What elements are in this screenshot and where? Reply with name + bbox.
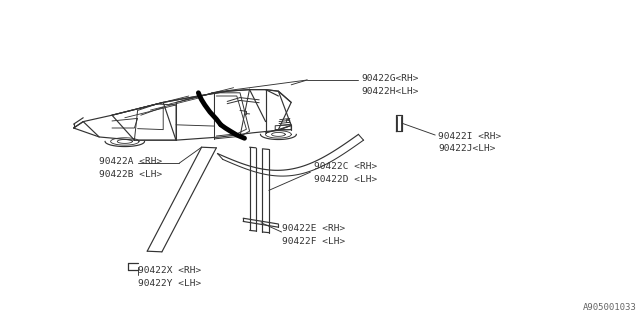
Text: 90422I <RH>
90422J<LH>: 90422I <RH> 90422J<LH> <box>438 132 502 153</box>
Text: 90422X <RH>
90422Y <LH>: 90422X <RH> 90422Y <LH> <box>138 266 201 288</box>
Text: 90422A <RH>
90422B <LH>: 90422A <RH> 90422B <LH> <box>99 157 163 179</box>
Text: A905001033: A905001033 <box>583 303 637 312</box>
Text: 90422C <RH>
90422D <LH>: 90422C <RH> 90422D <LH> <box>314 162 377 184</box>
Text: 90422G<RH>
90422H<LH>: 90422G<RH> 90422H<LH> <box>362 74 419 96</box>
Text: 90422E <RH>
90422F <LH>: 90422E <RH> 90422F <LH> <box>282 224 345 246</box>
